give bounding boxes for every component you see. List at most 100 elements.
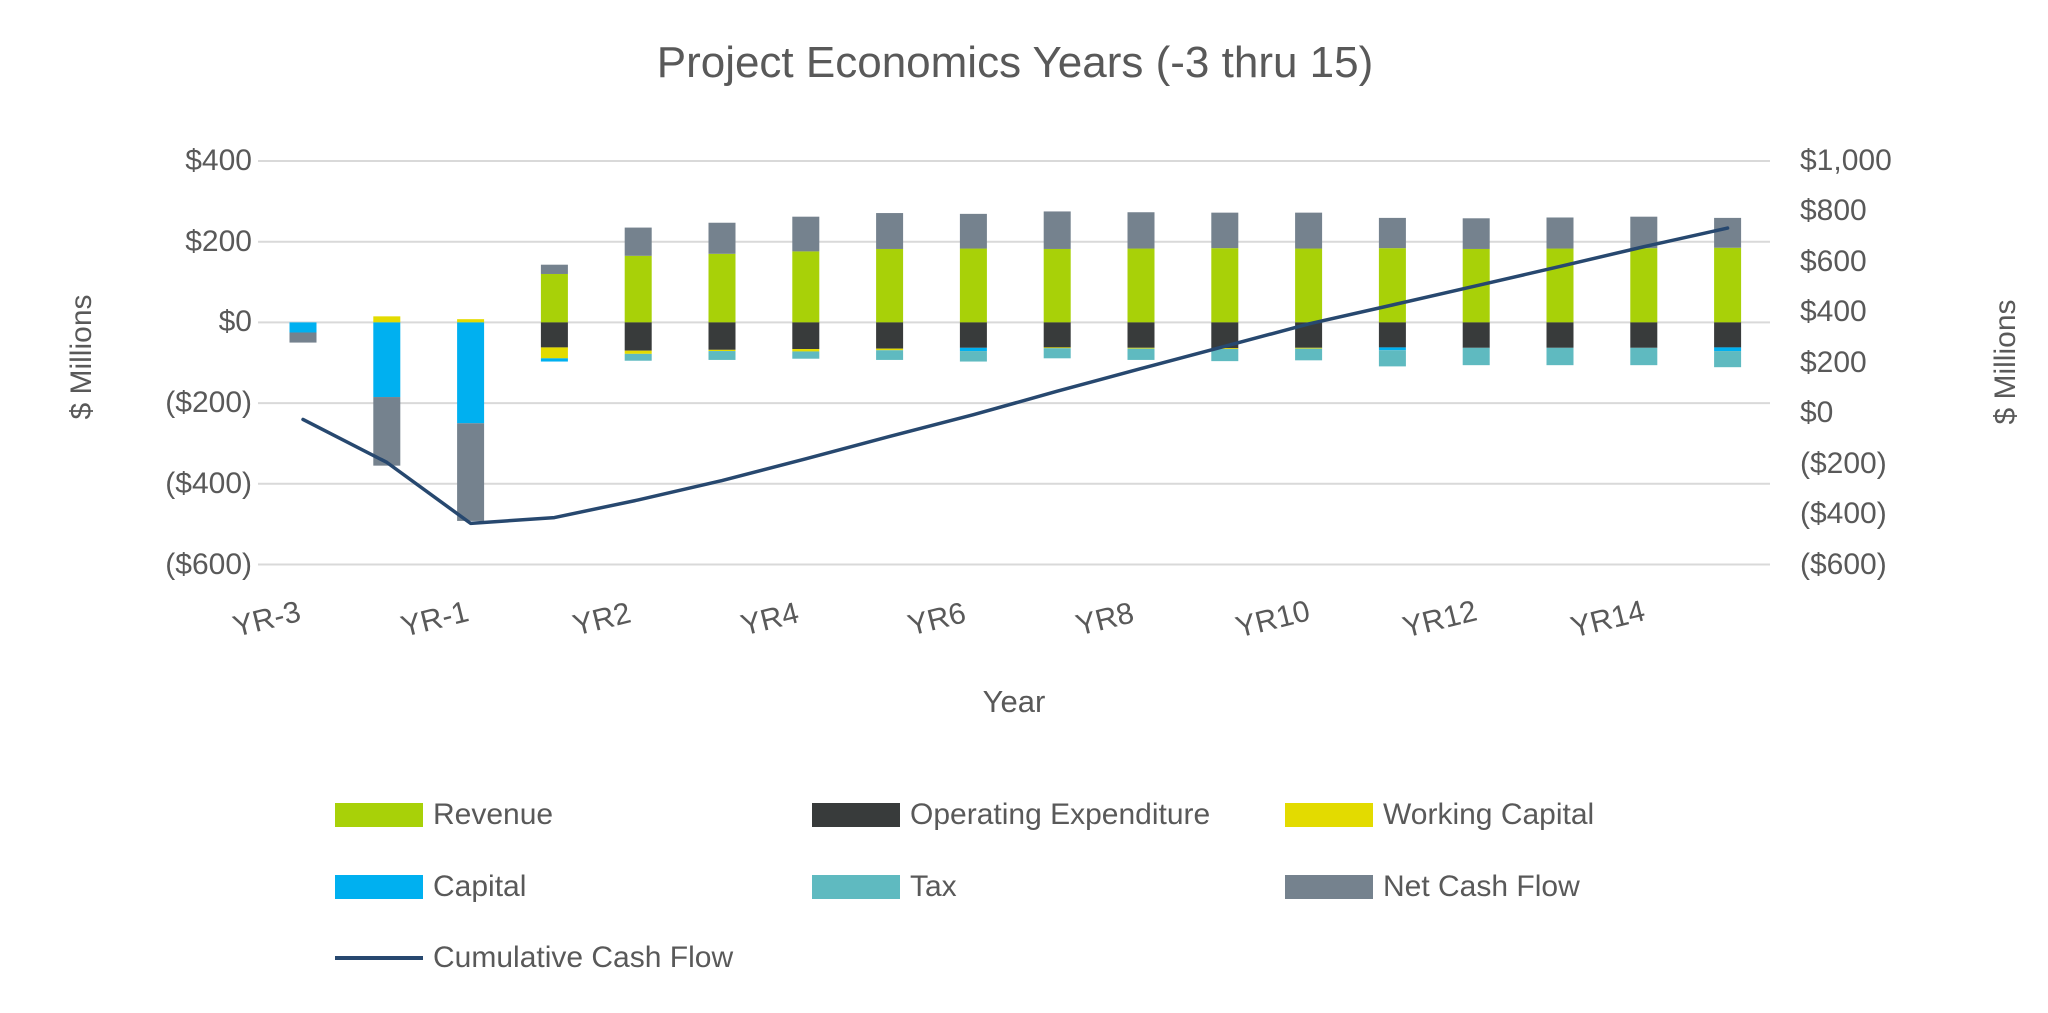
revenue-bar-YR1: [540, 273, 568, 323]
tax-bar-YR11: [1378, 350, 1406, 367]
net_cash_flow-bar-YR11: [1378, 217, 1406, 249]
tax-bar-YR5: [876, 350, 904, 360]
operating_expenditure-bar-YR6: [959, 322, 987, 348]
net_cash_flow-bar-YR12: [1462, 218, 1490, 249]
legend-swatch-operating_expenditure: [812, 803, 900, 827]
net_cash_flow-bar-YR6: [959, 213, 987, 249]
revenue-bar-YR15: [1714, 247, 1742, 323]
net_cash_flow-bar-YR-1: [457, 423, 485, 521]
revenue-bar-YR13: [1546, 248, 1574, 323]
legend-label-cumulative_line: Cumulative Cash Flow: [433, 941, 734, 974]
right-axis-tick-label: $200: [1800, 345, 1867, 379]
tax-bar-YR15: [1714, 351, 1742, 368]
legend-swatch-cumulative_line: [335, 956, 423, 960]
capital-bar-YR15: [1714, 347, 1742, 352]
right-axis-tick-label: $0: [1800, 396, 1834, 430]
left-axis-tick-label: ($600): [165, 547, 252, 581]
operating_expenditure-bar-YR2: [624, 322, 652, 351]
right-axis-title: $ Millions: [1989, 299, 2022, 425]
working_capital-bar-YR7: [1043, 347, 1071, 349]
revenue-bar-YR9: [1211, 248, 1239, 323]
x-axis-title: Year: [982, 684, 1046, 719]
legend-swatch-capital: [335, 875, 423, 899]
tax-bar-YR12: [1462, 347, 1490, 366]
net_cash_flow-bar-YR-2: [373, 397, 401, 466]
net_cash_flow-bar-YR4: [792, 216, 820, 252]
tax-bar-YR14: [1630, 347, 1658, 366]
working_capital-bar-YR3: [708, 349, 736, 352]
capital-bar-YR-3: [289, 322, 317, 333]
operating_expenditure-bar-YR5: [876, 322, 904, 349]
right-axis-tick-label: $1,000: [1800, 144, 1892, 177]
chart-title: Project Economics Years (-3 thru 15): [656, 38, 1374, 87]
working_capital-bar-YR1: [540, 347, 568, 359]
legend-swatch-net_cash_flow: [1285, 875, 1373, 899]
net_cash_flow-bar-YR5: [876, 213, 904, 249]
revenue-bar-YR11: [1378, 248, 1406, 323]
left-axis-tick-label: ($200): [165, 386, 252, 420]
tax-bar-YR13: [1546, 347, 1574, 366]
working_capital-bar-YR4: [792, 349, 820, 352]
tax-bar-YR7: [1043, 348, 1071, 359]
operating_expenditure-bar-YR4: [792, 322, 820, 350]
working_capital-bar-YR-1: [457, 319, 485, 323]
revenue-bar-YR2: [624, 255, 652, 323]
capital-bar-YR6: [959, 347, 987, 352]
legend-label-revenue: Revenue: [433, 798, 554, 831]
revenue-bar-YR14: [1630, 248, 1658, 323]
working_capital-bar-YR-2: [373, 316, 401, 323]
working_capital-bar-YR8: [1127, 347, 1155, 349]
right-axis-tick-label: $800: [1800, 194, 1867, 228]
legend-swatch-revenue: [335, 803, 423, 827]
operating_expenditure-bar-YR12: [1462, 322, 1490, 348]
revenue-bar-YR8: [1127, 248, 1155, 323]
left-axis-tick-label: $400: [185, 144, 252, 177]
revenue-bar-YR5: [876, 248, 904, 323]
legend-label-operating_expenditure: Operating Expenditure: [910, 798, 1211, 831]
net_cash_flow-bar-YR9: [1211, 212, 1239, 249]
net_cash_flow-bar-YR14: [1630, 216, 1658, 249]
tax-bar-YR10: [1295, 348, 1323, 361]
legend-label-tax: Tax: [910, 870, 957, 903]
tax-bar-YR9: [1211, 349, 1239, 362]
net_cash_flow-bar-YR8: [1127, 212, 1155, 249]
net_cash_flow-bar-YR2: [624, 227, 652, 256]
right-axis-tick-label: ($600): [1800, 547, 1887, 581]
revenue-bar-YR3: [708, 253, 736, 323]
left-axis-tick-label: $0: [218, 305, 252, 339]
net_cash_flow-bar-YR7: [1043, 211, 1071, 249]
tax-bar-YR6: [959, 351, 987, 362]
net_cash_flow-bar-YR13: [1546, 217, 1574, 249]
working_capital-bar-YR2: [624, 350, 652, 354]
legend-label-net_cash_flow: Net Cash Flow: [1383, 870, 1580, 903]
operating_expenditure-bar-YR11: [1378, 322, 1406, 348]
capital-bar-YR-1: [457, 322, 485, 424]
right-axis-tick-label: $400: [1800, 295, 1867, 329]
net_cash_flow-bar-YR1: [540, 264, 568, 274]
legend-label-working_capital: Working Capital: [1383, 798, 1595, 831]
legend-swatch-tax: [812, 875, 900, 899]
revenue-bar-YR10: [1295, 248, 1323, 323]
capital-bar-YR-2: [373, 322, 401, 398]
working_capital-bar-YR10: [1295, 347, 1323, 349]
net_cash_flow-bar-YR10: [1295, 212, 1323, 249]
capital-bar-YR11: [1378, 347, 1406, 351]
capital-bar-YR1: [540, 358, 568, 362]
operating_expenditure-bar-YR1: [540, 322, 568, 348]
revenue-bar-YR7: [1043, 248, 1071, 323]
operating_expenditure-bar-YR8: [1127, 322, 1155, 348]
right-axis-tick-label: $600: [1800, 244, 1867, 278]
tax-bar-YR4: [792, 351, 820, 359]
working_capital-bar-YR5: [876, 348, 904, 351]
tax-bar-YR3: [708, 351, 736, 360]
revenue-bar-YR4: [792, 251, 820, 323]
right-axis-tick-label: ($400): [1800, 497, 1887, 531]
operating_expenditure-bar-YR13: [1546, 322, 1574, 348]
operating_expenditure-bar-YR15: [1714, 322, 1742, 348]
right-axis-tick-label: ($200): [1800, 446, 1887, 480]
legend-swatch-working_capital: [1285, 803, 1373, 827]
working_capital-bar-YR9: [1211, 348, 1239, 350]
left-axis-tick-label: ($400): [165, 466, 252, 500]
